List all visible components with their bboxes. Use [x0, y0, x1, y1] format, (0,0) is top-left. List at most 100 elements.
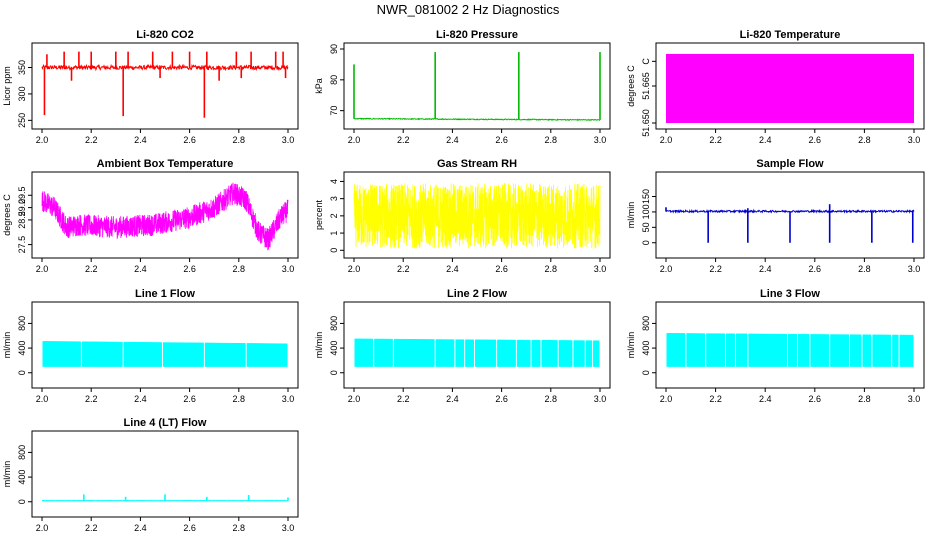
plot-frame — [655, 301, 925, 389]
x-tick-label: 2.0 — [36, 264, 49, 274]
x-tick-label: 3.0 — [282, 264, 295, 274]
x-tick-label: 2.2 — [397, 394, 410, 404]
series-group — [666, 53, 914, 123]
x-tick-label: 2.4 — [134, 135, 147, 145]
x-tick-label: 2.8 — [233, 523, 246, 533]
y-tick-label: 800 — [17, 316, 27, 331]
series-segment — [163, 342, 204, 367]
y-tick-label: 4 — [329, 179, 339, 184]
y-tick-label: 51.665 — [641, 72, 651, 100]
y-tick-label: 0 — [329, 248, 339, 253]
x-tick-label: 2.2 — [709, 264, 722, 274]
series-segment — [393, 338, 435, 367]
chart-panel-8: Line 2 Flow ml/min 2.0 2.2 2.4 2.6 2.8 3.0 0 400 8… — [314, 288, 611, 404]
series-segment — [899, 334, 914, 367]
series-segment — [435, 339, 455, 367]
y-tick-label: 80 — [329, 75, 339, 85]
x-tick-label: 2.8 — [545, 394, 558, 404]
series-segment — [123, 341, 163, 367]
y-tick-label: 29.5 — [17, 187, 27, 205]
x-tick-label: 2.6 — [183, 394, 196, 404]
x-tick-label: 2.2 — [709, 394, 722, 404]
series-segment — [541, 339, 558, 367]
chart-panel-10: Line 4 (LT) Flow ml/min 2.0 2.2 2.4 2.6 2.8 3.0… — [2, 417, 299, 533]
plot-frame — [31, 430, 299, 518]
y-tick-label: 800 — [641, 316, 651, 331]
x-tick-label: 3.0 — [908, 264, 921, 274]
x-tick-label: 2.0 — [36, 394, 49, 404]
y-tick-label: C — [641, 58, 651, 65]
y-tick-label: 0 — [17, 499, 27, 504]
y-tick-label: 27.5 — [17, 236, 27, 254]
y-tick-label: 250 — [17, 113, 27, 128]
series-segment — [42, 341, 81, 367]
series-segment — [81, 341, 123, 367]
x-tick-label: 3.0 — [282, 523, 295, 533]
series-segment — [585, 340, 593, 367]
y-tick-label: 70 — [329, 106, 339, 116]
plot-frame — [31, 42, 299, 130]
x-tick-label: 2.8 — [545, 264, 558, 274]
y-tick-label: 800 — [329, 316, 339, 331]
y-tick-label: 1 — [329, 231, 339, 236]
series-segment — [531, 339, 541, 367]
y-axis-label: ml/min — [2, 332, 12, 359]
x-tick-label: 2.0 — [348, 264, 361, 274]
y-tick-label: 0 — [641, 240, 651, 245]
y-axis-label: percent — [314, 199, 324, 230]
x-tick-label: 2.0 — [36, 523, 49, 533]
series-line — [353, 183, 601, 249]
series-segment — [797, 334, 810, 367]
series-group — [665, 204, 915, 243]
x-tick-label: 2.2 — [709, 135, 722, 145]
series-segment — [862, 334, 872, 367]
x-tick-label: 2.2 — [397, 135, 410, 145]
x-tick-label: 2.4 — [134, 394, 147, 404]
y-axis-label: kPa — [314, 78, 324, 94]
figure-title: NWR_081002 2 Hz Diagnostics — [376, 2, 560, 17]
series-group — [353, 183, 601, 249]
y-tick-label: 90 — [329, 44, 339, 54]
x-tick-label: 2.2 — [85, 135, 98, 145]
y-tick-label: 400 — [641, 341, 651, 356]
x-tick-label: 2.0 — [348, 135, 361, 145]
y-tick-label: 800 — [17, 445, 27, 460]
y-tick-label: 300 — [17, 86, 27, 101]
y-axis-label: degrees C — [626, 65, 636, 107]
chart-title: Li-820 CO2 — [136, 29, 193, 41]
plot-frame — [31, 301, 299, 389]
series-segment — [706, 333, 726, 367]
x-tick-label: 3.0 — [908, 135, 921, 145]
plot-frame — [343, 171, 611, 259]
y-tick-label: 150 — [641, 189, 651, 204]
chart-title: Line 3 Flow — [760, 288, 820, 300]
chart-panel-1: Li-820 CO2 Licor ppm 2.0 2.2 2.4 2.6 2.8 3.0 250… — [2, 29, 299, 145]
x-tick-label: 3.0 — [282, 394, 295, 404]
series-segment — [748, 333, 788, 367]
x-tick-label: 2.6 — [183, 135, 196, 145]
x-tick-label: 2.0 — [348, 394, 361, 404]
y-tick-label: 29.0 — [17, 199, 27, 217]
y-axis-label: Licor ppm — [2, 66, 12, 106]
plot-frame — [343, 42, 611, 130]
series-group — [666, 333, 914, 367]
x-tick-label: 2.8 — [233, 135, 246, 145]
y-tick-label: 3 — [329, 196, 339, 201]
y-axis-label: ml/min — [626, 332, 636, 359]
y-tick-label: 0 — [329, 370, 339, 375]
x-tick-label: 2.2 — [85, 523, 98, 533]
chart-panel-7: Line 1 Flow ml/min 2.0 2.2 2.4 2.6 2.8 3.0 0 400 8… — [2, 288, 299, 404]
y-tick-label: 28.5 — [17, 211, 27, 229]
series-group — [354, 338, 600, 367]
x-tick-label: 2.4 — [759, 135, 772, 145]
chart-panel-4: Ambient Box Temperature degrees C 2.0 2.2 2.… — [2, 158, 299, 274]
series-segment — [788, 333, 797, 367]
x-tick-label: 2.8 — [545, 135, 558, 145]
series-segment — [872, 334, 892, 367]
chart-title: Gas Stream RH — [437, 158, 517, 170]
x-tick-label: 2.8 — [858, 394, 871, 404]
series-group — [42, 341, 288, 367]
series-segment — [735, 333, 748, 367]
chart-panel-6: Sample Flow ml/min 2.0 2.2 2.4 2.6 2.8 3.0 0 50 10… — [626, 158, 925, 274]
